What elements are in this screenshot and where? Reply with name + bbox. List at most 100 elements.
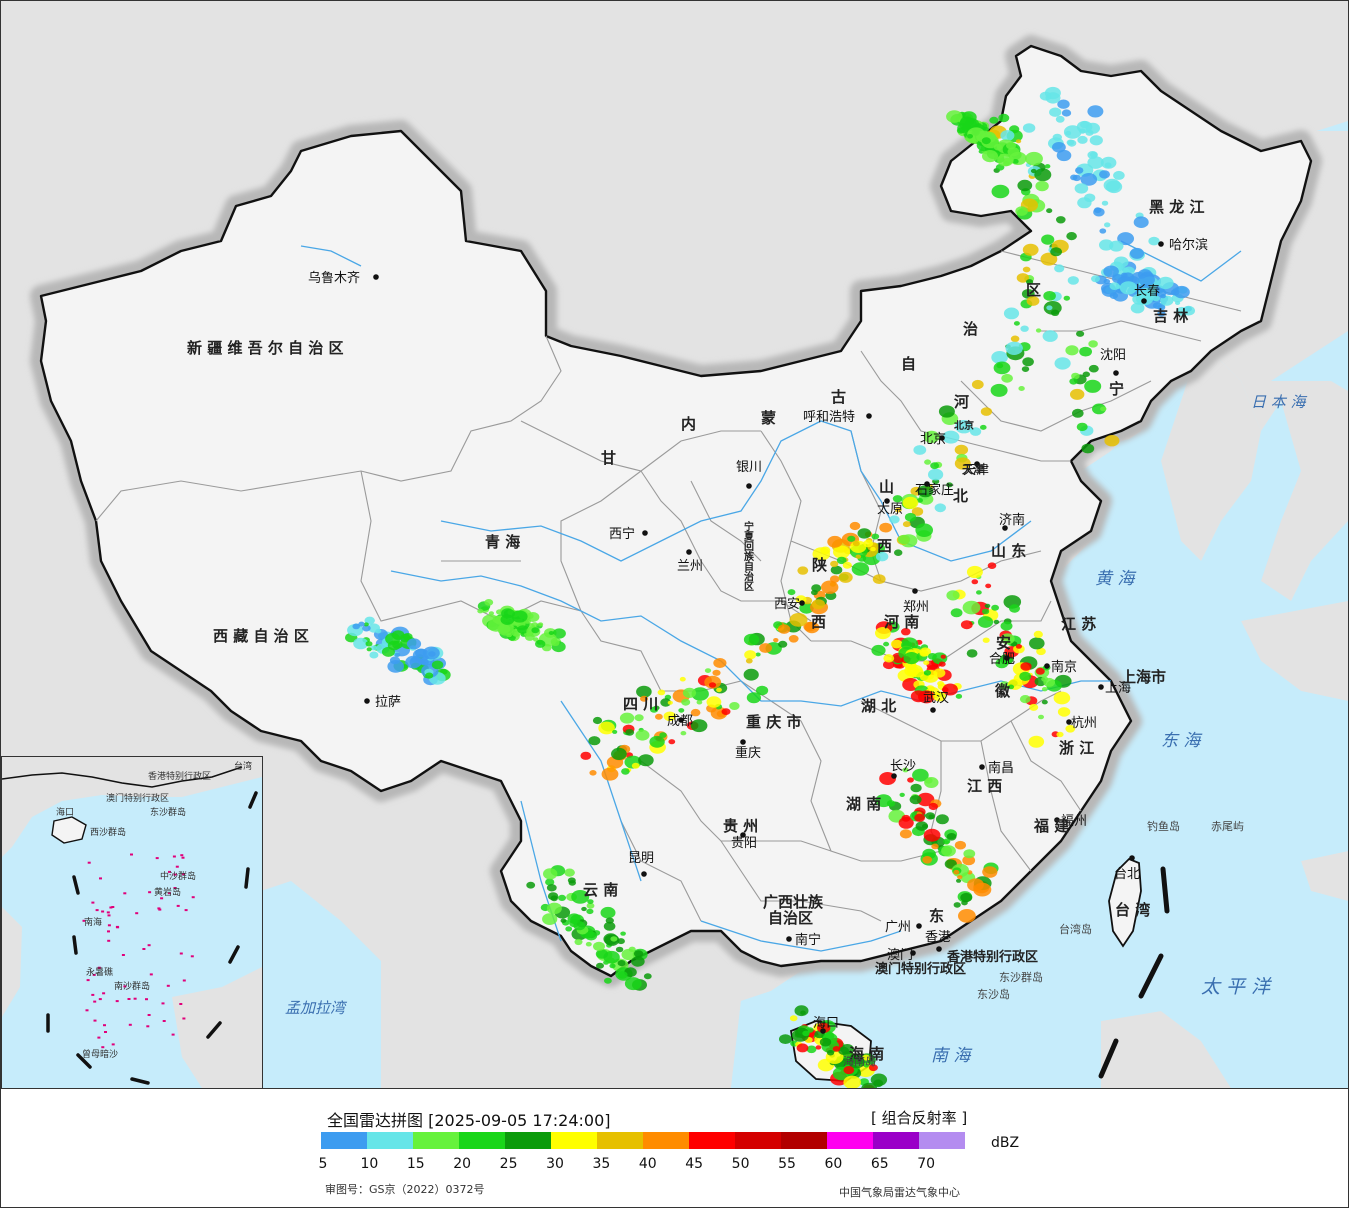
echo-cell	[1009, 604, 1020, 613]
echo-cell	[913, 445, 927, 455]
echo-cell	[1000, 633, 1015, 645]
echo-cell	[1148, 236, 1160, 246]
inset-label: 东沙群岛	[150, 806, 186, 818]
echo-cell	[899, 792, 905, 798]
city-乌鲁木齐: 乌鲁木齐	[308, 270, 379, 286]
reef-mark	[142, 948, 146, 950]
city-拉萨: 拉萨	[364, 695, 401, 710]
city-南昌: 南昌	[979, 760, 1014, 776]
inset-label: 曾母暗沙	[82, 1048, 118, 1060]
reef-mark	[135, 912, 139, 915]
echo-cell	[1063, 125, 1082, 139]
reef-mark	[107, 930, 110, 933]
echo-cell	[615, 946, 624, 953]
echo-cell	[679, 676, 686, 682]
echo-cell	[586, 902, 595, 909]
region-黑龙江: 黑 龙 江	[1149, 198, 1204, 216]
city-长春: 长春	[1134, 284, 1160, 304]
city-label: 上海	[1105, 681, 1131, 696]
echo-cell	[1017, 179, 1033, 192]
echo-cell	[1022, 243, 1039, 256]
echo-cell	[1077, 135, 1088, 144]
echo-cell	[744, 650, 757, 660]
city-哈尔滨: 哈尔滨	[1158, 237, 1208, 253]
reef-mark	[148, 891, 152, 894]
echo-cell	[843, 1066, 855, 1075]
echo-cell	[1085, 122, 1101, 134]
echo-cell	[1133, 216, 1149, 228]
echo-cell	[901, 628, 911, 636]
echo-cell	[1101, 200, 1109, 206]
echo-cell	[1003, 307, 1020, 320]
echo-cell	[916, 792, 935, 807]
echo-cell	[883, 641, 890, 647]
city-dot	[746, 483, 752, 489]
city-dot	[678, 717, 684, 723]
echo-cell	[600, 906, 616, 919]
city-武汉: 武汉	[923, 691, 949, 713]
echo-cell	[1100, 406, 1107, 412]
reef-mark	[95, 909, 99, 912]
echo-cell	[1099, 228, 1107, 234]
echo-cell	[924, 777, 939, 788]
echo-cell	[914, 813, 925, 822]
inset-west-land	[2, 907, 22, 1017]
echo-cell	[706, 696, 722, 708]
city-杭州: 杭州	[1066, 716, 1097, 731]
reef-mark	[182, 873, 186, 876]
echo-cell	[923, 670, 932, 676]
echo-cell	[917, 485, 934, 498]
echo-cell	[1121, 272, 1135, 282]
echo-cell	[612, 729, 618, 734]
echo-cell	[631, 956, 645, 967]
region-江西: 江 西	[967, 777, 1002, 795]
scale-box	[459, 1132, 505, 1149]
region-内蒙古自治区-6: 区	[1026, 281, 1041, 299]
echo-cell	[625, 729, 635, 736]
echo-cell	[1067, 139, 1077, 147]
echo-cell	[946, 590, 960, 601]
sea-labels: 日 本 海黄 海东 海太 平 洋南 海 孟加拉湾	[285, 393, 1308, 1066]
echo-cell	[1076, 330, 1085, 337]
region-内蒙古自治区-1: 内	[681, 415, 696, 433]
city-dot	[641, 871, 647, 877]
echo-cell	[962, 600, 981, 615]
inset-label: 南海	[84, 916, 102, 928]
region-广西壮族自治区-2: 自治区	[768, 909, 813, 927]
scale-box	[873, 1132, 919, 1149]
echo-cell	[849, 521, 861, 531]
echo-cell	[933, 668, 946, 678]
echo-cell	[1000, 130, 1015, 141]
echo-cell	[631, 762, 640, 769]
region-安徽-1: 安	[996, 634, 1011, 652]
reef-mark	[180, 854, 184, 857]
city-label: 拉萨	[375, 695, 401, 710]
region-北京市: 北京	[954, 419, 974, 432]
echo-cell	[593, 941, 605, 952]
reef-mark	[98, 998, 102, 1001]
echo-cell	[963, 849, 976, 859]
echo-cell	[1046, 305, 1053, 311]
echo-cell	[1012, 159, 1019, 164]
city-dot	[924, 481, 930, 487]
echo-cell	[847, 535, 856, 542]
region-陕西-1: 陕	[812, 556, 827, 574]
echo-cell	[363, 622, 369, 627]
echo-cell	[564, 868, 575, 877]
city-上海: 上海	[1098, 681, 1131, 696]
echo-cell	[1063, 295, 1071, 301]
island-台湾岛: 台湾岛	[1059, 922, 1092, 936]
echo-cell	[690, 719, 708, 733]
boundary-dashes	[1098, 866, 1170, 1079]
city-呼和浩特: 呼和浩特	[803, 410, 872, 425]
echo-cell	[745, 658, 753, 664]
echo-cell	[1104, 222, 1111, 228]
echo-cell	[909, 795, 922, 805]
source-label: 中国气象局雷达气象中心	[839, 1186, 960, 1199]
echo-cell	[1088, 340, 1098, 348]
reef-mark	[166, 984, 170, 987]
echo-cell	[1026, 296, 1040, 306]
echo-cell	[603, 921, 616, 931]
echo-cell	[1018, 386, 1025, 391]
echo-cell	[531, 627, 540, 634]
